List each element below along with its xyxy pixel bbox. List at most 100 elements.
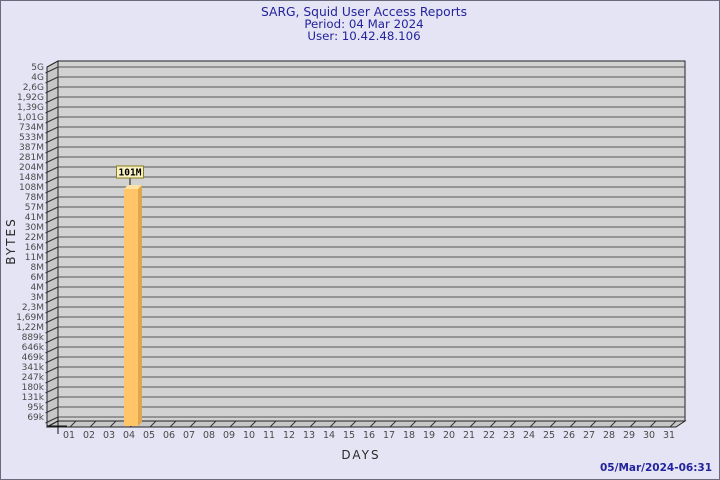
- y-tick-label: 2,6G: [23, 83, 44, 93]
- x-tick: [509, 420, 517, 428]
- y-tick: [45, 286, 59, 294]
- y-tick: [45, 226, 59, 234]
- x-tick: [329, 420, 337, 428]
- x-tick-label: 16: [363, 430, 375, 441]
- y-tick-label: 1,22M: [16, 323, 44, 333]
- bar-value-box: [116, 165, 144, 179]
- x-tick-label: 23: [503, 430, 515, 441]
- x-tick: [469, 420, 477, 428]
- x-tick: [249, 420, 257, 428]
- y-tick-label: 180k: [22, 383, 45, 393]
- y-tick: [45, 216, 59, 224]
- x-tick-label: 24: [523, 430, 535, 441]
- x-tick-label: 13: [303, 430, 315, 441]
- x-tick: [649, 420, 657, 428]
- plot-area: [57, 60, 686, 422]
- y-tick: [45, 336, 59, 344]
- x-tick: [669, 420, 677, 428]
- x-tick-label: 26: [563, 430, 575, 441]
- x-tick: [169, 420, 177, 428]
- generated-timestamp: 05/Mar/2024-06:31: [600, 462, 712, 474]
- y-tick: [45, 86, 59, 94]
- x-tick-label: 20: [443, 430, 455, 441]
- y-tick-label: 16M: [25, 243, 44, 253]
- y-tick-label: 5G: [31, 63, 44, 73]
- y-axis-title: BYTES: [4, 217, 18, 264]
- y-tick-label: 734M: [19, 123, 44, 133]
- y-tick-label: 889k: [22, 333, 45, 343]
- y-tick-label: 148M: [19, 173, 44, 183]
- plot-layer: 5G4G2,6G1,92G1,39G1,01G734M533M387M281M2…: [16, 63, 685, 441]
- bar-side-face: [138, 185, 142, 426]
- y-tick-label: 6M: [31, 273, 45, 283]
- y-tick: [45, 76, 59, 84]
- x-tick-label: 28: [603, 430, 615, 441]
- plot-left-wall: [46, 60, 59, 428]
- x-tick-label: 18: [403, 430, 415, 441]
- y-tick-label: 131k: [22, 393, 45, 403]
- y-tick: [45, 186, 59, 194]
- x-tick-label: 19: [423, 430, 435, 441]
- x-tick-label: 25: [543, 430, 555, 441]
- x-tick-label: 22: [483, 430, 495, 441]
- y-tick-label: 533M: [19, 133, 44, 143]
- y-tick: [45, 416, 59, 424]
- y-tick: [45, 116, 59, 124]
- y-tick: [45, 246, 59, 254]
- y-tick: [45, 206, 59, 214]
- y-tick: [45, 376, 59, 384]
- y-tick-label: 341k: [22, 363, 45, 373]
- x-tick: [429, 420, 437, 428]
- y-tick-label: 1,39G: [17, 103, 44, 113]
- bar: [124, 189, 138, 426]
- y-tick-label: 387M: [19, 143, 44, 153]
- x-tick: [149, 420, 157, 428]
- y-tick: [45, 166, 59, 174]
- x-tick-label: 06: [163, 430, 175, 441]
- x-tick-label: 04: [123, 430, 135, 441]
- y-tick-label: 281M: [19, 153, 44, 163]
- x-tick-label: 08: [203, 430, 215, 441]
- y-tick: [45, 126, 59, 134]
- x-tick: [489, 420, 497, 428]
- x-tick: [109, 420, 117, 428]
- x-tick: [209, 420, 217, 428]
- x-tick: [549, 420, 557, 428]
- x-tick-label: 30: [643, 430, 655, 441]
- plot-floor: [46, 420, 687, 428]
- x-tick: [349, 420, 357, 428]
- x-tick-label: 03: [103, 430, 115, 441]
- x-tick-label: 12: [283, 430, 295, 441]
- x-tick-label: 02: [83, 430, 95, 441]
- x-tick: [389, 420, 397, 428]
- x-tick: [69, 420, 77, 428]
- y-tick-label: 4M: [31, 283, 45, 293]
- y-tick: [45, 396, 59, 404]
- y-tick: [45, 346, 59, 354]
- y-tick: [45, 406, 59, 414]
- x-tick: [409, 420, 417, 428]
- y-tick: [45, 366, 59, 374]
- x-tick-label: 01: [63, 430, 75, 441]
- y-tick-label: 30M: [25, 223, 44, 233]
- y-tick-label: 41M: [25, 213, 44, 223]
- x-tick: [369, 420, 377, 428]
- y-tick: [45, 96, 59, 104]
- y-tick-label: 1,69M: [16, 313, 44, 323]
- bar-top-face: [124, 185, 142, 189]
- y-tick: [45, 156, 59, 164]
- chart-period: Period: 04 Mar 2024: [304, 17, 423, 31]
- y-tick-label: 1,92G: [17, 93, 44, 103]
- bar-value-label: 101M: [119, 168, 142, 179]
- y-tick-label: 204M: [19, 163, 44, 173]
- y-tick: [45, 386, 59, 394]
- x-tick: [629, 420, 637, 428]
- x-tick-label: 11: [263, 430, 275, 441]
- x-tick: [89, 420, 97, 428]
- x-tick-label: 27: [583, 430, 595, 441]
- x-tick-label: 14: [323, 430, 335, 441]
- y-tick: [45, 326, 59, 334]
- x-tick-label: 07: [183, 430, 195, 441]
- x-tick: [609, 420, 617, 428]
